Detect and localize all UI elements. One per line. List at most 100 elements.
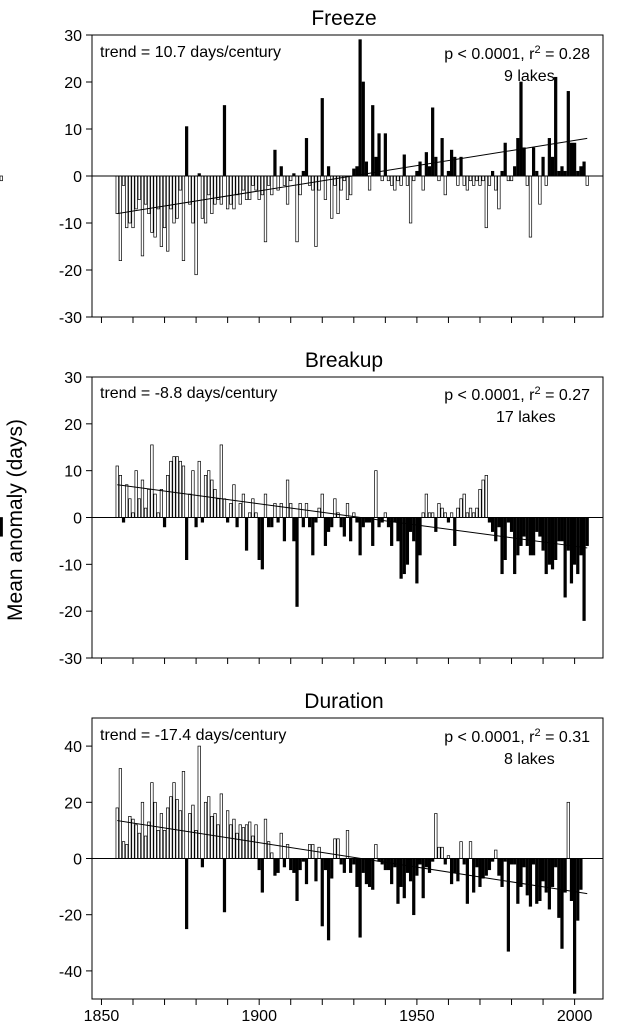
bar <box>210 479 214 518</box>
bar <box>579 166 583 177</box>
bar <box>248 821 252 859</box>
bar <box>244 517 249 551</box>
panel-title: Duration <box>304 690 383 713</box>
bar <box>330 517 334 528</box>
bar <box>566 801 570 859</box>
stats-annotation: p < 0.0001, r2 = 0.31 <box>444 727 590 746</box>
bar <box>468 841 473 859</box>
bar <box>431 107 435 177</box>
bar <box>333 498 337 518</box>
y-tick-label: 20 <box>64 795 82 812</box>
bar <box>361 81 365 177</box>
bar <box>279 166 283 177</box>
bar <box>232 484 236 518</box>
bar <box>333 838 337 859</box>
bar <box>563 858 567 893</box>
bar <box>342 517 346 537</box>
bar <box>374 844 378 859</box>
bar <box>554 76 558 177</box>
bar <box>191 470 195 518</box>
bar <box>304 138 309 177</box>
bar <box>531 147 536 177</box>
bar <box>585 175 589 186</box>
bar <box>197 745 201 859</box>
bar <box>153 493 157 518</box>
bar <box>569 517 574 584</box>
bar <box>408 858 413 882</box>
bar <box>443 512 447 518</box>
bar <box>547 858 551 910</box>
bar <box>314 175 318 247</box>
bar <box>178 810 182 859</box>
bar <box>380 175 384 182</box>
bar <box>500 858 504 887</box>
bar <box>358 39 362 177</box>
trend-line <box>117 820 588 895</box>
bar <box>229 503 233 518</box>
bar <box>222 105 227 177</box>
bar-series <box>0 444 589 621</box>
bar <box>421 175 425 191</box>
bar <box>408 175 413 224</box>
bar <box>576 517 580 575</box>
bar <box>140 479 145 518</box>
bar <box>576 858 580 921</box>
bar <box>219 793 223 859</box>
bar <box>427 512 432 518</box>
bar <box>367 858 372 887</box>
y-tick-label: 40 <box>64 739 82 756</box>
bar <box>260 175 264 196</box>
bar <box>185 126 189 177</box>
bar <box>118 768 122 859</box>
bar <box>544 175 548 186</box>
bar <box>522 858 526 868</box>
bar <box>554 858 558 868</box>
x-tick-label: 1850 <box>84 1008 120 1025</box>
bar <box>178 460 182 518</box>
y-tick-label: 20 <box>64 75 82 92</box>
bar <box>345 830 350 859</box>
bar <box>349 858 353 873</box>
bar <box>156 830 160 859</box>
bar <box>490 517 495 532</box>
bar <box>285 175 290 205</box>
bar <box>500 170 504 177</box>
bar <box>437 846 441 859</box>
bar <box>263 175 268 243</box>
bar <box>415 170 419 177</box>
trend-line <box>117 137 588 215</box>
panel-duration: Duration -40 -20 0 20 40 trend = -17.4 days/… <box>59 690 604 1005</box>
bar <box>333 175 337 186</box>
bar <box>481 479 485 518</box>
y-tick-label: 20 <box>64 417 82 434</box>
bar <box>125 484 129 518</box>
bar <box>248 175 252 200</box>
bar <box>317 175 321 191</box>
bar <box>478 175 482 186</box>
bar <box>440 507 444 518</box>
bar <box>320 493 324 518</box>
bar <box>459 841 463 859</box>
bar <box>153 801 157 859</box>
bar <box>509 858 514 865</box>
bar <box>465 512 469 518</box>
bar <box>557 170 561 177</box>
bar <box>263 818 268 859</box>
bar <box>317 507 321 518</box>
bar <box>181 771 186 859</box>
bar <box>308 517 312 528</box>
bar <box>267 517 271 528</box>
bar <box>314 858 318 882</box>
bar <box>560 858 564 949</box>
bar <box>210 175 214 214</box>
bar-series <box>0 39 589 276</box>
bar <box>166 475 170 518</box>
bar <box>563 517 567 598</box>
bar <box>396 175 400 182</box>
bar <box>528 858 533 907</box>
bar <box>181 465 186 518</box>
bar <box>194 830 198 859</box>
bar <box>572 142 577 177</box>
bar <box>405 517 410 565</box>
bar <box>285 479 290 518</box>
